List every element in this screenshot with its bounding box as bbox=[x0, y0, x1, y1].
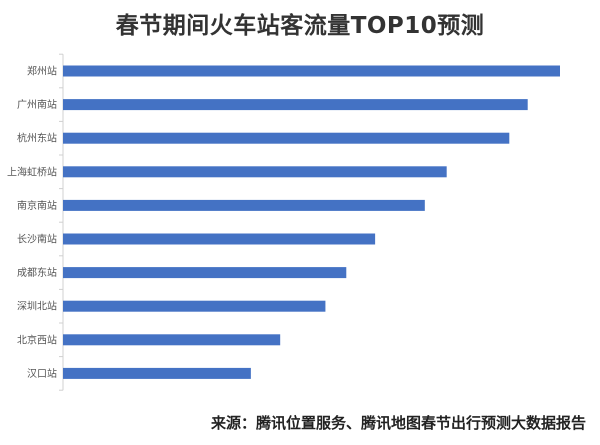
category-label: 成都东站 bbox=[17, 266, 57, 279]
bar-5 bbox=[63, 199, 425, 211]
bar-6 bbox=[63, 233, 376, 245]
category-label: 南京南站 bbox=[17, 199, 57, 212]
bar-7 bbox=[63, 267, 347, 279]
bar-10 bbox=[63, 367, 251, 379]
category-label: 汉口站 bbox=[27, 367, 57, 380]
chart-title: 春节期间火车站客流量TOP10预测 bbox=[115, 13, 485, 39]
bar-1 bbox=[63, 65, 560, 77]
category-label: 广州南站 bbox=[17, 98, 57, 111]
category-label: 深圳北站 bbox=[17, 300, 57, 313]
category-label: 北京西站 bbox=[17, 333, 57, 346]
bar-4 bbox=[63, 166, 447, 178]
bar-9 bbox=[63, 334, 281, 346]
bars-layer bbox=[63, 65, 560, 379]
category-label: 郑州站 bbox=[27, 65, 57, 78]
category-label: 长沙南站 bbox=[17, 233, 57, 246]
bar-3 bbox=[63, 132, 510, 144]
bar-2 bbox=[63, 99, 528, 111]
axis-layer bbox=[59, 53, 64, 391]
category-label: 上海虹桥站 bbox=[7, 165, 57, 178]
source-note: 来源：腾讯位置服务、腾讯地图春节出行预测大数据报告 bbox=[210, 414, 586, 432]
bar-8 bbox=[63, 300, 326, 312]
category-label: 杭州东站 bbox=[17, 132, 57, 145]
